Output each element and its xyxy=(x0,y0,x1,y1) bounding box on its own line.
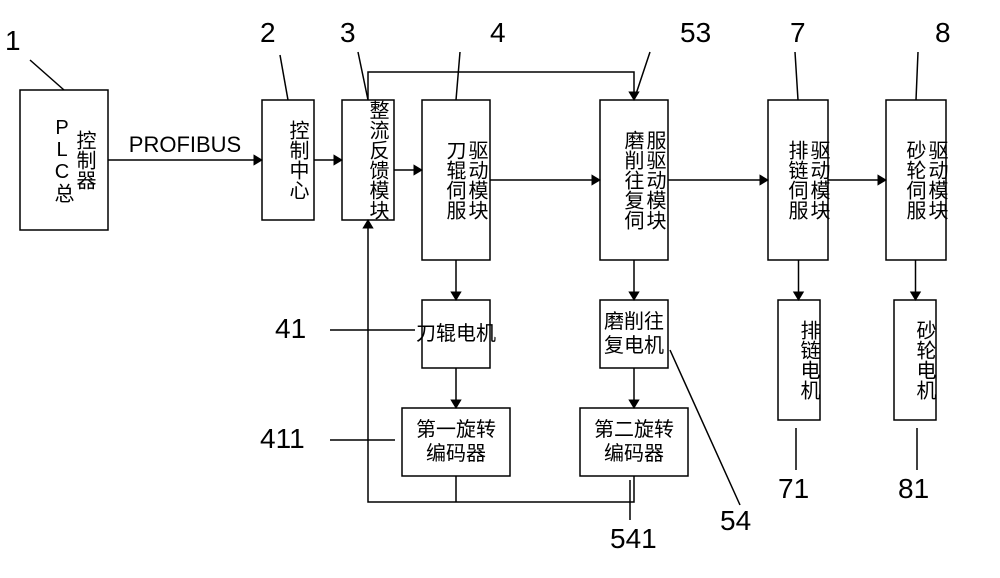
node-label: 砂轮电机 xyxy=(913,320,936,400)
lead-line xyxy=(456,52,460,100)
node-label: 排链电机 xyxy=(797,320,820,400)
node-label: 刀辊电机 xyxy=(416,322,496,345)
callout-4: 4 xyxy=(490,17,506,48)
bus-label: PROFIBUS xyxy=(129,132,241,157)
arrowhead xyxy=(363,220,373,228)
node-label: 砂轮伺服 xyxy=(903,140,926,220)
callout-41: 41 xyxy=(275,313,306,344)
callout-1: 1 xyxy=(5,25,21,56)
callout-71: 71 xyxy=(778,473,809,504)
lead-line xyxy=(30,60,64,90)
node-label: 磨削往复伺 xyxy=(621,130,644,230)
node-label: 驱动模块 xyxy=(807,140,830,220)
lead-line xyxy=(280,55,288,100)
node-label: 第一旋转 xyxy=(416,418,496,441)
node-label: 驱动模块 xyxy=(465,140,488,220)
node-label: 控制中心 xyxy=(286,120,309,200)
node-label: 服驱动模块 xyxy=(643,130,666,230)
node-label: 第二旋转 xyxy=(594,418,674,441)
node-label: 编码器 xyxy=(426,442,486,465)
callout-541: 541 xyxy=(610,523,657,554)
arrowhead xyxy=(451,292,461,300)
arrowhead xyxy=(451,400,461,408)
arrowhead xyxy=(592,175,600,185)
node-label: 整流反馈模块 xyxy=(366,100,389,220)
node-label: PLC总 xyxy=(51,117,74,203)
arrowhead xyxy=(760,175,768,185)
callout-2: 2 xyxy=(260,17,276,48)
node-label: 控制器 xyxy=(73,130,96,190)
node-label: 排链伺服 xyxy=(785,140,808,220)
arrowhead xyxy=(414,165,422,175)
callout-8: 8 xyxy=(935,17,951,48)
arrowhead xyxy=(878,175,886,185)
feedback-top xyxy=(368,72,634,100)
node-label: 磨削往 xyxy=(604,310,664,333)
arrowhead xyxy=(334,155,342,165)
callout-3: 3 xyxy=(340,17,356,48)
arrowhead xyxy=(794,292,804,300)
node-label: 刀辊伺服 xyxy=(443,140,466,220)
callout-411: 411 xyxy=(260,423,305,454)
lead-line xyxy=(358,52,368,100)
callout-7: 7 xyxy=(790,17,806,48)
arrowhead xyxy=(629,400,639,408)
arrowhead xyxy=(254,155,262,165)
arrowhead xyxy=(629,292,639,300)
lead-line xyxy=(795,52,798,100)
node-label: 驱动模块 xyxy=(925,140,948,220)
callout-54: 54 xyxy=(720,505,751,536)
lead-line xyxy=(916,52,918,100)
node-label: 复电机 xyxy=(604,334,664,357)
arrowhead xyxy=(911,292,921,300)
callout-81: 81 xyxy=(898,473,929,504)
lead-line xyxy=(634,52,650,100)
callout-53: 53 xyxy=(680,17,711,48)
node-label: 编码器 xyxy=(604,442,664,465)
